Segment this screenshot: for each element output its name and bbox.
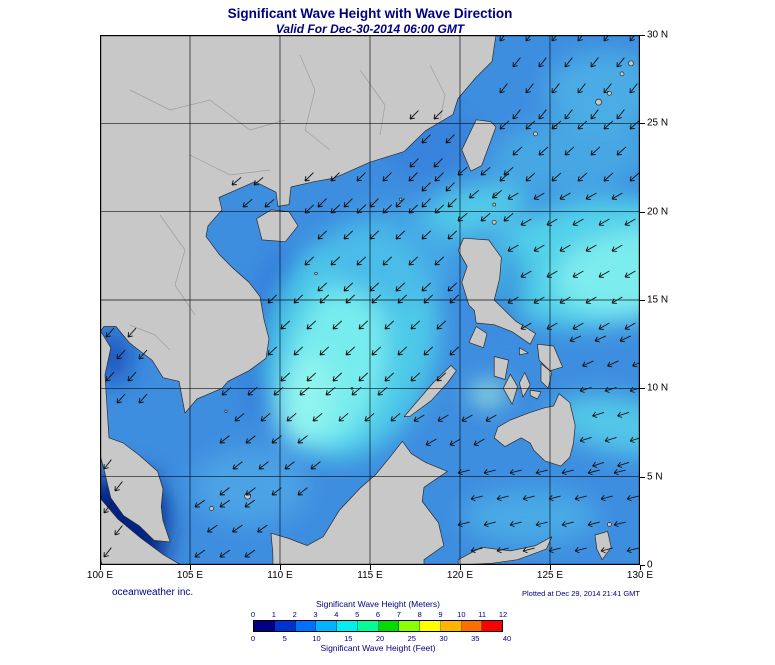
axis-tick-mark	[640, 300, 645, 301]
axis-tick-mark	[100, 565, 101, 570]
landmass-palawan	[403, 365, 457, 417]
meters-tick: 10	[457, 610, 466, 619]
x-axis-label: 130 E	[626, 570, 654, 581]
y-axis-label: 5 N	[647, 471, 663, 483]
y-axis-label: 10 N	[647, 382, 669, 394]
feet-tick: 25	[407, 634, 416, 643]
colorbar-segment	[295, 621, 317, 631]
x-axis-label: 110 E	[267, 570, 293, 581]
colorbar-segment	[440, 621, 462, 631]
x-axis-label: 100 E	[86, 570, 114, 581]
axis-tick-mark	[640, 211, 645, 213]
colorbar-segment	[337, 621, 358, 631]
feet-tick: 0	[250, 634, 256, 643]
axis-tick-mark	[640, 565, 641, 570]
wave-direction-arrows-layer	[103, 35, 640, 558]
page-subtitle: Valid For Dec-30-2014 06:00 GMT	[275, 22, 465, 36]
header: Significant Wave Height with Wave Direct…	[100, 6, 640, 36]
y-axis-label: 30 N	[647, 29, 669, 41]
landmass-masbate	[519, 347, 529, 356]
x-axis-label: 115 E	[357, 570, 383, 581]
landmass-malay-peninsula	[100, 329, 171, 543]
meters-tick: 0	[250, 610, 256, 619]
axis-tick-mark	[550, 565, 551, 570]
meters-tick: 9	[438, 610, 443, 619]
y-axis-label: 25 N	[647, 117, 669, 129]
colorbar-segment	[316, 621, 337, 631]
legend-meters-label: Significant Wave Height (Meters)	[316, 599, 440, 609]
landmass-halmahera	[594, 531, 612, 561]
axis-tick-mark	[640, 35, 645, 36]
y-axis-label: 20 N	[647, 206, 669, 218]
legend-feet-label: Significant Wave Height (Feet)	[320, 643, 436, 653]
meters-tick: 5	[355, 610, 360, 619]
plotted-timestamp: Plotted at Dec 29, 2014 21:41 GMT	[522, 589, 640, 598]
landmass-mindanao	[493, 393, 576, 467]
meters-tick: 6	[375, 610, 381, 619]
legend-meters-ticks: 0 1 2 3 4 5 6 7 8 9 10 11 12	[250, 609, 507, 619]
meters-tick: 11	[478, 610, 487, 619]
meters-tick: 2	[292, 610, 297, 619]
colorbar-segment	[274, 621, 296, 631]
legend-colorbar	[253, 620, 503, 632]
axis-tick-mark	[190, 565, 191, 570]
meters-tick: 3	[313, 610, 318, 619]
y-axis-label: 15 N	[647, 294, 669, 306]
colorbar-segment	[399, 621, 420, 631]
landmass-taiwan	[461, 119, 497, 172]
axis-tick-mark	[640, 388, 645, 390]
landmass-luzon	[457, 237, 536, 345]
colorbar-segment	[378, 621, 400, 631]
wave-map	[100, 35, 640, 565]
colorbar-segment	[482, 621, 502, 631]
landmass-borneo	[270, 440, 448, 565]
landmass-mindoro	[468, 326, 488, 349]
axis-tick-mark	[280, 565, 281, 570]
x-axis-label: 125 E	[536, 570, 564, 581]
landmass-china-indochina	[100, 35, 497, 414]
landmass-bohol	[529, 389, 542, 400]
feet-tick: 10	[312, 634, 321, 643]
axis-tick-mark	[640, 476, 645, 478]
feet-tick: 40	[502, 634, 512, 643]
credit-text: oceanweather inc.	[112, 587, 194, 598]
legend-feet-ticks: 0 5 10 15 20 25 30 35 40	[250, 633, 511, 643]
landmass-hainan	[256, 209, 299, 243]
axis-tick-mark	[460, 565, 461, 570]
meters-tick: 7	[396, 610, 401, 619]
landmass-negros	[502, 373, 518, 405]
colorbar-segment	[254, 621, 275, 631]
meters-tick: 12	[498, 610, 508, 619]
x-axis-label: 105 E	[176, 570, 204, 581]
x-axis-label: 120 E	[446, 570, 474, 581]
feet-tick: 35	[471, 634, 480, 643]
y-axis-label: 0	[647, 559, 653, 571]
axis-tick-mark	[370, 565, 371, 570]
meters-tick: 1	[271, 610, 276, 619]
landmass-cebu	[519, 372, 531, 398]
meters-tick: 4	[334, 610, 339, 619]
colorbar-segment	[420, 621, 441, 631]
feet-tick: 15	[344, 634, 353, 643]
colorbar-segment	[461, 621, 483, 631]
grid-layer	[100, 35, 640, 565]
colorbar-segment	[357, 621, 379, 631]
landmass-panay	[493, 356, 509, 380]
feet-tick: 5	[282, 634, 287, 643]
page-title: Significant Wave Height with Wave Direct…	[227, 6, 513, 21]
feet-tick: 30	[439, 634, 448, 643]
feet-tick: 20	[375, 634, 385, 643]
meters-tick: 8	[417, 610, 422, 619]
axis-tick-mark	[640, 565, 645, 566]
map-frame	[100, 35, 640, 565]
axis-tick-mark	[640, 123, 645, 125]
